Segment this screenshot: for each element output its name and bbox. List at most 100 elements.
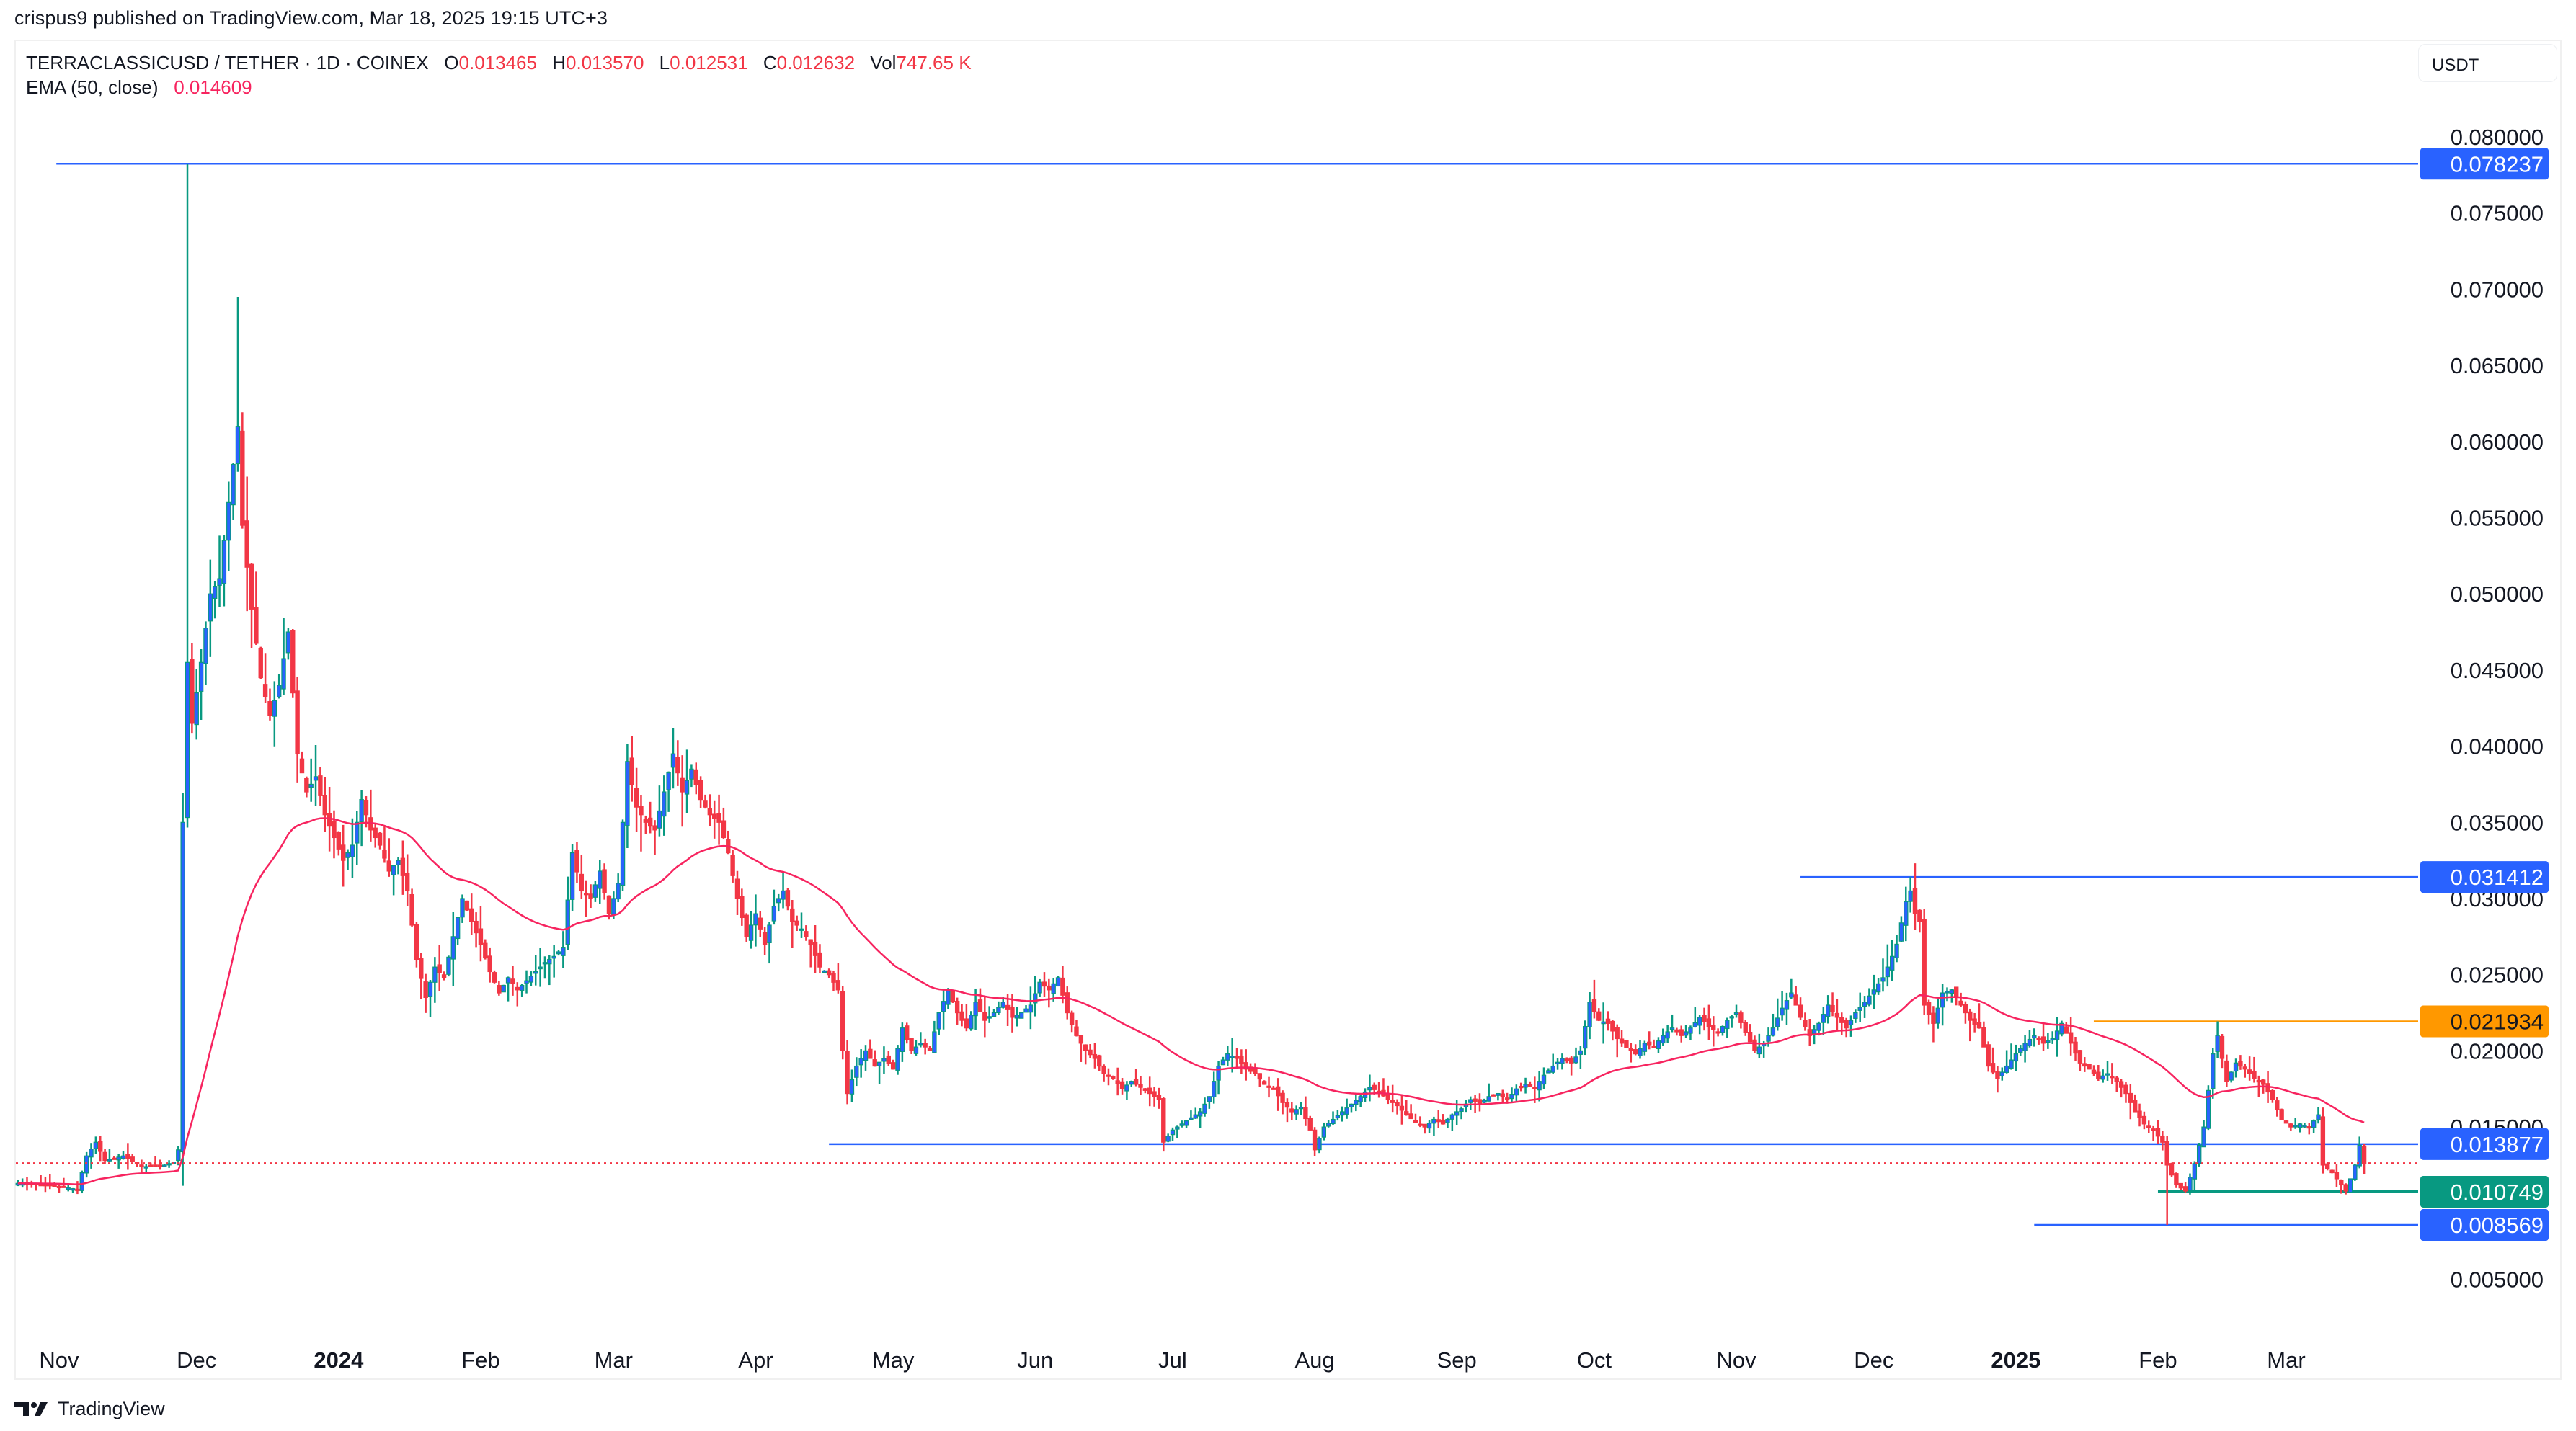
candle-up [1573, 1056, 1578, 1064]
chart-frame[interactable] [14, 40, 2562, 1380]
candle-up [281, 658, 286, 690]
candle-up [684, 780, 690, 795]
candle-up [625, 761, 630, 826]
candle-down [1390, 1100, 1395, 1103]
candle-up [900, 1027, 905, 1052]
candle-up [1454, 1111, 1460, 1116]
candle-up [235, 426, 241, 465]
price-tag [2420, 1175, 2549, 1208]
candle-up [2032, 1035, 2037, 1039]
candle-up [180, 821, 185, 1153]
candle-up [611, 898, 616, 916]
time-axis[interactable]: Nov Dec 2024 Feb Mar Apr May Jun Jul Aug Sep Oct Nov… [39, 1347, 2305, 1373]
candle-up [1028, 1004, 1034, 1013]
candle-up [107, 1159, 112, 1162]
candle-down [409, 893, 414, 926]
candle-up [2018, 1048, 2023, 1053]
candle-down [1133, 1079, 1139, 1085]
indicator-legend-row: EMA (50, close) 0.014609 [26, 75, 982, 99]
volume-label: Vol [870, 52, 897, 73]
candle-up [670, 753, 676, 768]
candle-up [501, 984, 506, 993]
price-axis-label: 0.040000 [2451, 734, 2544, 759]
candle-down [790, 908, 795, 922]
candle-up [1216, 1065, 1221, 1081]
price-axis-label: 0.045000 [2451, 658, 2544, 683]
candle-down [1069, 1012, 1075, 1025]
candle-up [1857, 1007, 1862, 1011]
time-axis-label: Apr [738, 1347, 773, 1373]
candle-down [831, 973, 836, 983]
candle-up [1935, 1007, 1940, 1024]
candle-down [1257, 1073, 1262, 1080]
price-axis-label: 0.050000 [2451, 581, 2544, 607]
candle-down [794, 920, 799, 926]
candle-up [662, 791, 667, 817]
candle-up [1656, 1040, 1661, 1049]
candle-up [849, 1079, 855, 1095]
candle-up [753, 913, 758, 926]
ohlc-low-label: L [659, 52, 670, 73]
candle-down [258, 648, 263, 679]
candle-down [1312, 1129, 1318, 1151]
candle-up [858, 1058, 863, 1066]
candle-down [1422, 1123, 1427, 1128]
candle-up [116, 1156, 121, 1161]
candle-down [1986, 1044, 1991, 1067]
candle-up [198, 661, 204, 692]
candle-up [1362, 1091, 1368, 1098]
candle-up [231, 463, 236, 506]
candle-up [2027, 1038, 2033, 1046]
candle-up [1669, 1027, 1675, 1030]
candle-up [194, 692, 199, 726]
candle-down [1413, 1120, 1418, 1123]
candle-down [1912, 888, 1918, 914]
candle-down [1922, 919, 1927, 1006]
candle-up [1340, 1111, 1345, 1116]
candle-down [1844, 1020, 1849, 1029]
candle-up [1197, 1111, 1203, 1117]
candle-down [639, 806, 644, 816]
tradingview-logo[interactable]: TradingView [14, 1398, 165, 1420]
candle-up [1541, 1074, 1547, 1085]
candle-up [1426, 1123, 1432, 1129]
candle-up [1890, 955, 1895, 971]
candle-up [79, 1172, 84, 1191]
tradingview-logo-text: TradingView [58, 1398, 165, 1419]
candle-down [2110, 1076, 2115, 1079]
candle-up [2050, 1038, 2055, 1041]
candle-up [1317, 1138, 1322, 1151]
horizontal-lines [56, 163, 2418, 1226]
candle-down [2329, 1169, 2335, 1174]
candle-up [519, 984, 525, 991]
ema-label[interactable]: EMA (50, close) [26, 76, 159, 98]
candle-up [1212, 1081, 1217, 1097]
candle-up [1335, 1115, 1341, 1119]
candle-down [2132, 1100, 2138, 1113]
candle-up [1514, 1088, 1519, 1096]
candle-up [2105, 1073, 2110, 1076]
currency-unit-button[interactable]: USDT [2418, 44, 2557, 82]
candle-down [716, 813, 721, 823]
candle-up [1325, 1123, 1331, 1127]
price-axis[interactable]: 0.080000 0.075000 0.070000 0.065000 0.060000… [2451, 125, 2544, 1293]
time-axis-label: Nov [1716, 1347, 1756, 1373]
candle-up [1692, 1022, 1698, 1027]
candle-down [400, 857, 406, 876]
ohlc-low-value: 0.012531 [670, 52, 748, 73]
candle-down [1596, 1011, 1602, 1021]
candle-up [1482, 1100, 1487, 1103]
candle-down [2036, 1038, 2041, 1040]
candle-up [2302, 1125, 2307, 1128]
symbol-title[interactable]: TERRACLASSICUSD / TETHER · 1D · COINEX [26, 52, 429, 73]
price-axis-label: 0.025000 [2451, 963, 2544, 988]
candle-down [2265, 1083, 2270, 1093]
candle-down [1990, 1063, 1996, 1073]
candle-up [2353, 1164, 2358, 1180]
volume-value: 747.65 K [896, 52, 972, 73]
candle-up [355, 821, 360, 844]
candle-up [185, 661, 190, 819]
candle-down [483, 942, 488, 959]
candle-up [1811, 1029, 1817, 1035]
